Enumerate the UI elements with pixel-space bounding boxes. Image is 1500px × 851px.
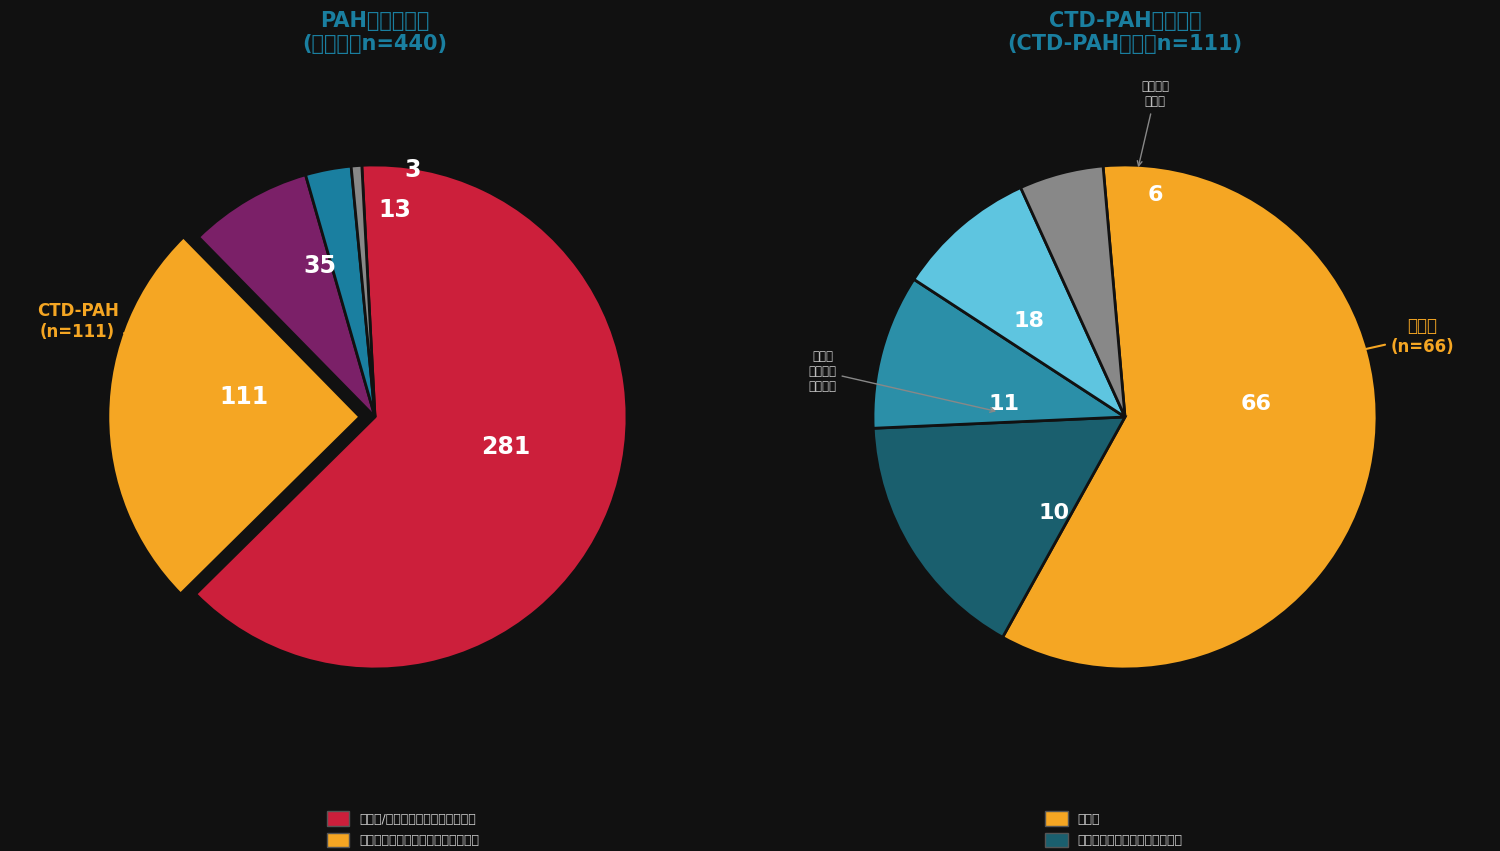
Text: 3: 3 xyxy=(405,158,422,182)
Wedge shape xyxy=(198,174,375,417)
Wedge shape xyxy=(1020,166,1125,417)
Text: 66: 66 xyxy=(1240,394,1272,414)
Wedge shape xyxy=(195,165,627,669)
Text: その他の
膠原病: その他の 膠原病 xyxy=(1137,81,1168,166)
Wedge shape xyxy=(873,279,1125,428)
Legend: 特発性/遺伝性肺動脈性肺高血圧症, 結合組織病関連肺動脈性肺高血圧症, 先天性心疾患関連肺動脈性肺高血圧症, 門脈肺高血圧症/HIV関連, その他: 特発性/遺伝性肺動脈性肺高血圧症, 結合組織病関連肺動脈性肺高血圧症, 先天性心… xyxy=(322,808,490,851)
Text: CTD-PAH
(n=111): CTD-PAH (n=111) xyxy=(36,302,270,372)
Text: 6: 6 xyxy=(1148,186,1162,205)
Wedge shape xyxy=(914,187,1125,417)
Wedge shape xyxy=(873,417,1125,637)
Title: PAHの臨床分類
(全患者，n=440): PAHの臨床分類 (全患者，n=440) xyxy=(303,11,447,54)
Text: 強皮症
(n=66): 強皮症 (n=66) xyxy=(1236,317,1454,380)
Text: 111: 111 xyxy=(219,385,268,408)
Wedge shape xyxy=(351,165,375,417)
Wedge shape xyxy=(1002,165,1377,669)
Legend: 強皮症, 混合性結合組織病・多発性筋炎, シェーグレン症候群・関節リウマチ等, 全身性エリテマトーデス, その他の膠原病: 強皮症, 混合性結合組織病・多発性筋炎, シェーグレン症候群・関節リウマチ等, … xyxy=(1041,808,1209,851)
Wedge shape xyxy=(108,237,360,594)
Text: 11: 11 xyxy=(988,394,1020,414)
Text: 35: 35 xyxy=(303,254,336,277)
Text: 全身性
エリテマ
トーデス: 全身性 エリテマ トーデス xyxy=(808,350,994,412)
Text: 281: 281 xyxy=(482,435,531,460)
Title: CTD-PAHの原疾患
(CTD-PAH患者，n=111): CTD-PAHの原疾患 (CTD-PAH患者，n=111) xyxy=(1008,11,1242,54)
Text: 10: 10 xyxy=(1040,503,1070,523)
Wedge shape xyxy=(306,166,375,417)
Text: 13: 13 xyxy=(378,198,411,222)
Text: 18: 18 xyxy=(1014,311,1044,331)
